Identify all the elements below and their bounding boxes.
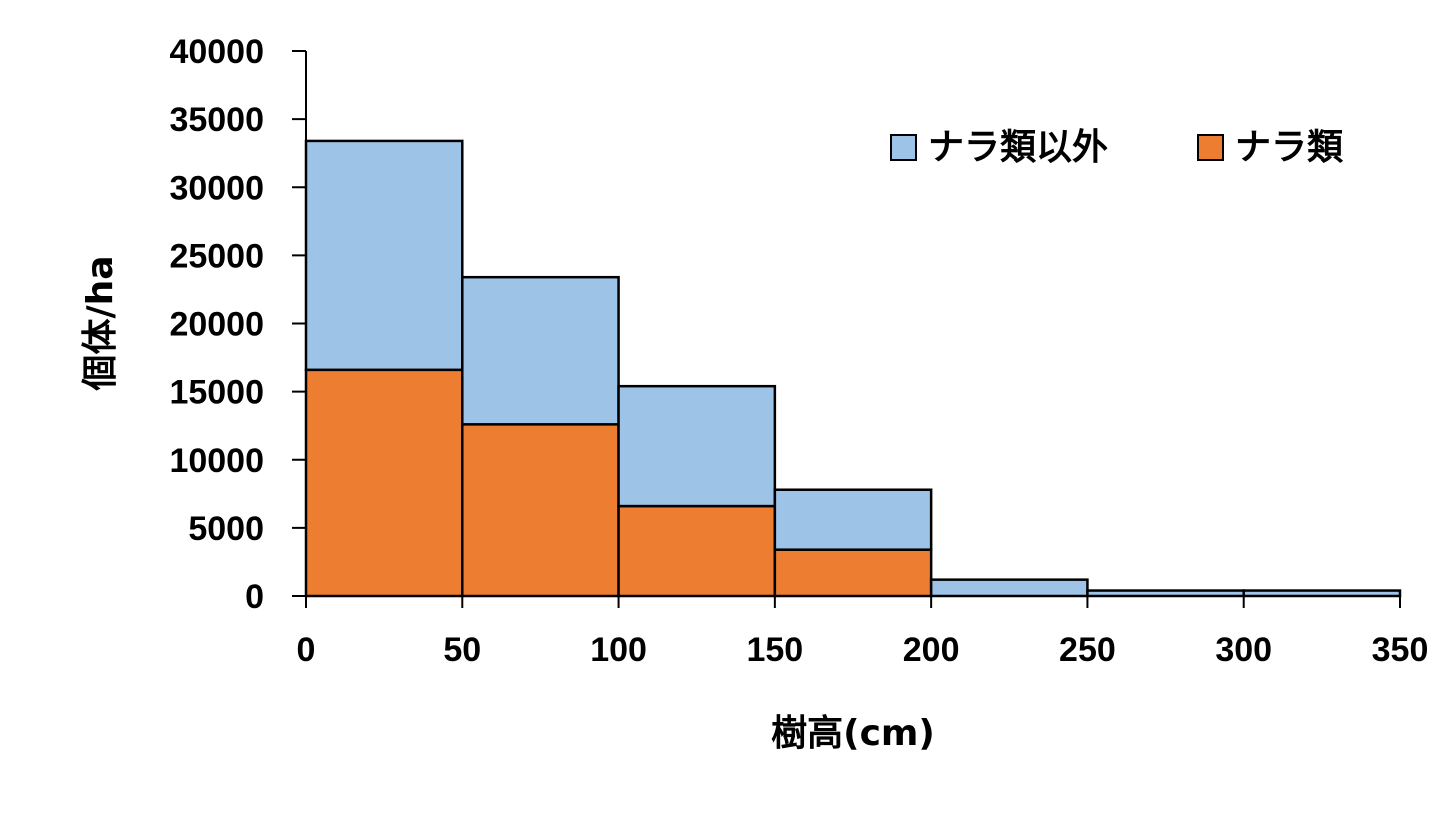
- y-tick-label: 0: [245, 578, 264, 616]
- x-tick-label: 300: [1215, 631, 1272, 669]
- x-tick-label: 200: [903, 631, 960, 669]
- x-tick-label: 250: [1059, 631, 1116, 669]
- bar-other-150-200: [773, 488, 933, 551]
- x-tick-label: 350: [1372, 631, 1429, 669]
- bar-other-50-100: [461, 275, 620, 426]
- legend-label-other: ナラ類以外: [928, 127, 1108, 168]
- bar-nara-100-150: [617, 504, 777, 598]
- legend-swatch-nara: [1197, 134, 1224, 161]
- legend-label-nara: ナラ類: [1235, 127, 1344, 168]
- y-tick-label: 25000: [169, 237, 264, 275]
- x-tick-label: 100: [590, 631, 647, 669]
- bar-nara-0-50: [304, 368, 464, 598]
- bar-other-200-250: [929, 578, 1089, 598]
- x-tick-label: 0: [297, 631, 316, 669]
- bar-nara-150-200: [773, 548, 933, 598]
- bar-other-100-150: [617, 384, 777, 508]
- y-tick-label: 5000: [188, 510, 264, 548]
- y-tick-label: 10000: [169, 442, 264, 480]
- x-axis-title: 樹高(cm): [771, 713, 935, 754]
- y-tick-label: 30000: [169, 169, 264, 207]
- legend-swatch-other: [890, 134, 917, 161]
- y-tick-label: 40000: [169, 33, 264, 71]
- y-tick-label: 15000: [169, 374, 264, 412]
- y-axis-title: 個体/ha: [80, 255, 121, 391]
- x-tick-labels: 0 50 100 150 200 250 300 350: [297, 631, 1429, 669]
- bar-nara-50-100: [461, 423, 620, 598]
- bars-group: [304, 139, 1402, 598]
- legend: ナラ類以外 ナラ類: [890, 127, 1344, 168]
- y-tick-label: 20000: [169, 306, 264, 344]
- x-tick-label: 150: [746, 631, 803, 669]
- y-tick-labels: 0 5000 10000 15000 20000 25000 30000 35000 40000: [169, 33, 264, 616]
- axes-group: [292, 50, 1401, 608]
- y-tick-label: 35000: [169, 101, 264, 139]
- bar-other-0-50: [304, 139, 464, 372]
- x-tick-label: 50: [443, 631, 481, 669]
